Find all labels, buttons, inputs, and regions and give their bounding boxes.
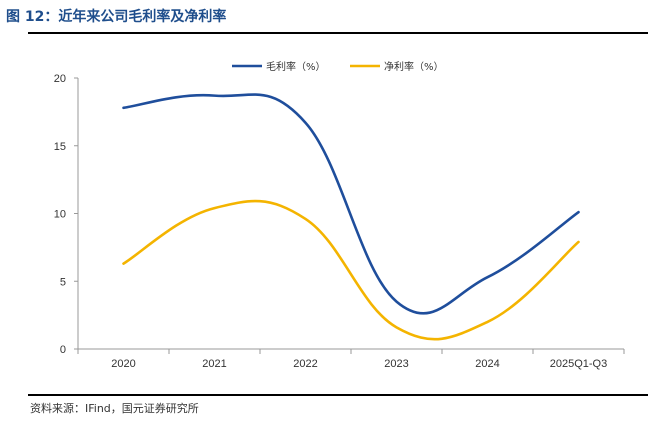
y-tick-label: 20 (54, 73, 66, 85)
source-rule (28, 394, 648, 396)
x-tick-label: 2020 (111, 358, 135, 370)
series-line-gross-margin (122, 93, 580, 315)
y-tick-label: 0 (60, 344, 66, 356)
legend-label: 毛利率（%） (266, 60, 326, 73)
x-tick-label: 2023 (384, 358, 408, 370)
legend-label: 净利率（%） (384, 60, 444, 73)
title-rule (28, 32, 648, 34)
y-tick-label: 10 (54, 209, 66, 221)
x-tick-label: 2024 (475, 358, 499, 370)
source-note: 资料来源：IFind，国元证券研究所 (30, 402, 199, 415)
y-tick-label: 15 (54, 141, 66, 153)
y-tick-label: 5 (60, 276, 66, 288)
x-tick-label: 2021 (202, 358, 226, 370)
chart-series (122, 93, 580, 341)
x-tick-label: 2025Q1-Q3 (550, 358, 607, 370)
x-tick-label: 2022 (293, 358, 317, 370)
figure-title: 图 12：近年来公司毛利率及净利率 (6, 9, 227, 25)
series-line-net-margin (122, 199, 580, 341)
chart-legend: 毛利率（%） 净利率（%） (232, 60, 444, 73)
